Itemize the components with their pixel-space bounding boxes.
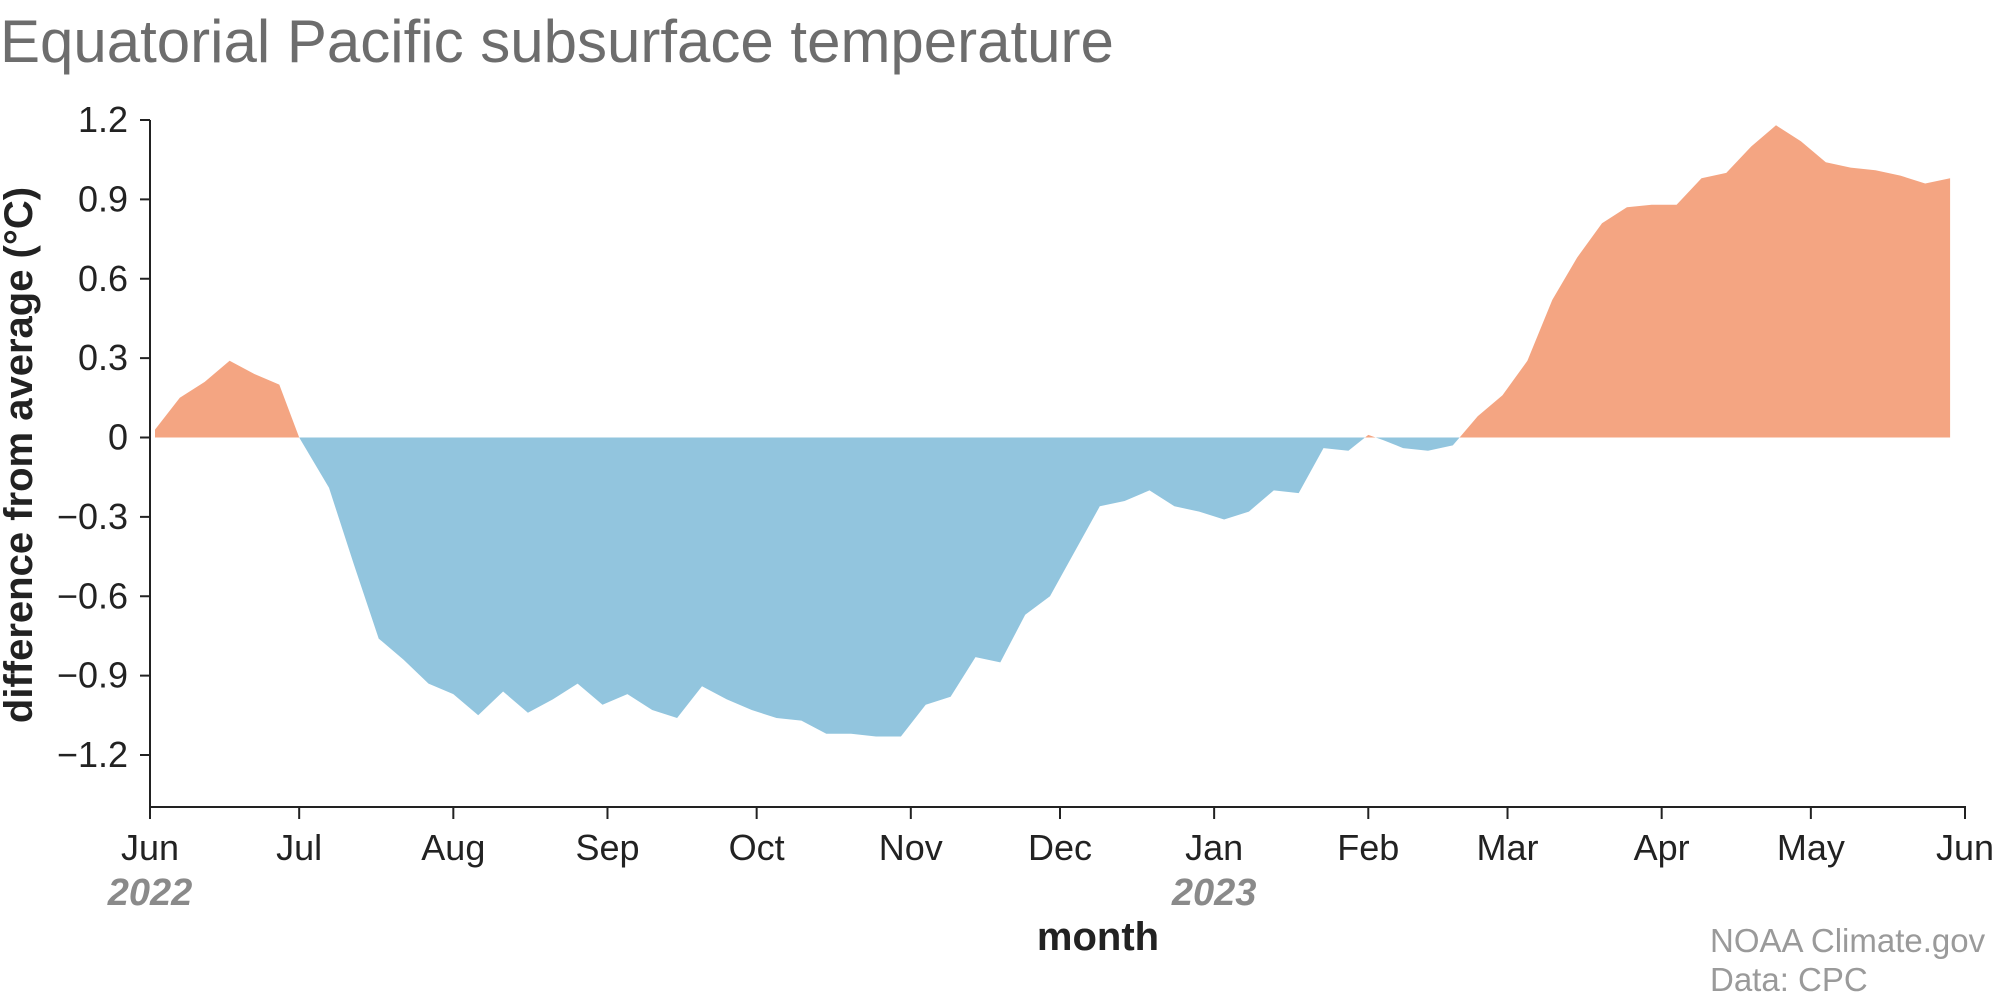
positive-area: [155, 125, 1951, 438]
x-axis-ticks: Jun Jul Aug Sep Oct Nov Dec Jan Feb Mar Apr May Jun: [121, 807, 1994, 868]
x-tick-label: Apr: [1634, 827, 1690, 868]
x-tick-label: Jun: [1936, 827, 1994, 868]
y-tick-label: 0.3: [78, 337, 128, 378]
y-axis-title: difference from average (°C): [0, 187, 41, 723]
x-tick-label: Mar: [1477, 827, 1539, 868]
x-tick-label: Sep: [575, 827, 639, 868]
x-tick-label: Oct: [729, 827, 785, 868]
x-tick-label: Jan: [1185, 827, 1243, 868]
x-tick-label: Jun: [121, 827, 179, 868]
x-tick-label: Jul: [276, 827, 322, 868]
year-label: 2022: [107, 872, 193, 914]
x-tick-label: May: [1777, 827, 1845, 868]
credit-source: NOAA Climate.gov: [1710, 922, 1986, 959]
y-tick-label: 0: [108, 417, 128, 458]
y-tick-label: −0.9: [57, 655, 128, 696]
y-tick-label: −0.3: [57, 496, 128, 537]
credit-data: Data: CPC: [1710, 961, 1868, 998]
year-label: 2023: [1171, 872, 1257, 914]
chart-title: Equatorial Pacific subsurface temperatur…: [0, 8, 1114, 75]
y-tick-label: 0.6: [78, 258, 128, 299]
year-labels: 2022 2023: [107, 872, 1257, 914]
y-tick-label: −0.6: [57, 575, 128, 616]
y-axis-ticks: 1.2 0.9 0.6 0.3 0 −0.3 −0.6 −0.9 −1.2: [57, 99, 150, 775]
x-tick-label: Aug: [421, 827, 485, 868]
negative-area: [155, 437, 1951, 737]
y-tick-label: 0.9: [78, 178, 128, 219]
area-fills: [155, 125, 1951, 737]
x-tick-label: Dec: [1028, 827, 1092, 868]
y-tick-label: −1.2: [57, 734, 128, 775]
plot-area: 1.2 0.9 0.6 0.3 0 −0.3 −0.6 −0.9 −1.2 Jun Jul Aug S…: [57, 99, 1994, 914]
y-tick-label: 1.2: [78, 99, 128, 140]
x-tick-label: Nov: [879, 827, 943, 868]
x-axis-title: month: [1037, 915, 1159, 959]
x-tick-label: Feb: [1337, 827, 1399, 868]
